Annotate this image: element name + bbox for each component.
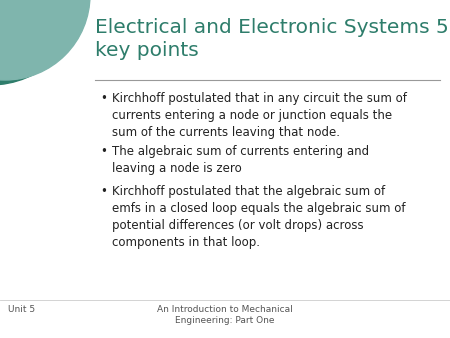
Text: •: • [100, 92, 107, 105]
Text: An Introduction to Mechanical
Engineering: Part One: An Introduction to Mechanical Engineerin… [157, 305, 293, 325]
Circle shape [0, 0, 85, 85]
Circle shape [0, 0, 90, 80]
Text: •: • [100, 145, 107, 158]
Text: •: • [100, 185, 107, 198]
Text: Electrical and Electronic Systems 5.2 –
key points: Electrical and Electronic Systems 5.2 – … [95, 18, 450, 60]
Text: Kirchhoff postulated that the algebraic sum of
emfs in a closed loop equals the : Kirchhoff postulated that the algebraic … [112, 185, 405, 249]
Text: The algebraic sum of currents entering and
leaving a node is zero: The algebraic sum of currents entering a… [112, 145, 369, 175]
Text: Unit 5: Unit 5 [8, 305, 35, 314]
Text: Kirchhoff postulated that in any circuit the sum of
currents entering a node or : Kirchhoff postulated that in any circuit… [112, 92, 407, 139]
